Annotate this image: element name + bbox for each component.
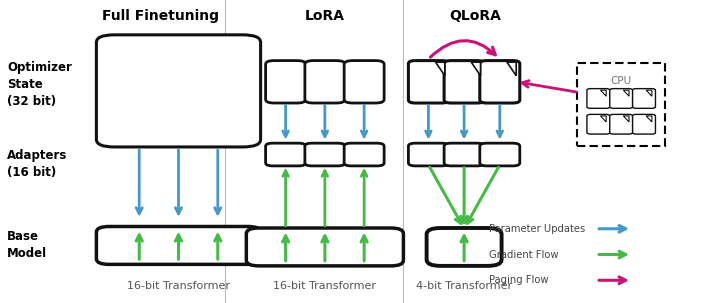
FancyBboxPatch shape [610, 114, 633, 134]
Polygon shape [600, 116, 606, 122]
Polygon shape [646, 116, 652, 122]
Text: 4-bit Transformer: 4-bit Transformer [416, 281, 512, 291]
Text: Adapters
(16 bit): Adapters (16 bit) [7, 148, 68, 179]
Text: (No Adapters): (No Adapters) [114, 36, 207, 49]
FancyBboxPatch shape [305, 143, 345, 166]
Polygon shape [646, 90, 652, 96]
FancyBboxPatch shape [587, 88, 610, 108]
Text: 16-bit Transformer: 16-bit Transformer [273, 281, 376, 291]
Polygon shape [471, 62, 481, 76]
FancyBboxPatch shape [408, 143, 448, 166]
Polygon shape [623, 116, 629, 122]
FancyBboxPatch shape [577, 63, 665, 146]
Polygon shape [623, 90, 629, 96]
FancyBboxPatch shape [246, 228, 403, 266]
FancyBboxPatch shape [633, 88, 655, 108]
Text: LoRA: LoRA [305, 9, 345, 23]
FancyBboxPatch shape [408, 61, 448, 103]
FancyBboxPatch shape [427, 228, 501, 266]
Text: 16-bit Transformer: 16-bit Transformer [127, 281, 230, 291]
FancyBboxPatch shape [96, 35, 261, 147]
FancyBboxPatch shape [633, 114, 655, 134]
FancyBboxPatch shape [305, 61, 345, 103]
FancyBboxPatch shape [266, 61, 306, 103]
Polygon shape [436, 62, 445, 76]
Text: Full Finetuning: Full Finetuning [102, 9, 219, 23]
Text: CPU: CPU [610, 76, 632, 86]
Text: QLoRA: QLoRA [449, 9, 501, 23]
FancyBboxPatch shape [587, 114, 610, 134]
FancyBboxPatch shape [266, 143, 306, 166]
Text: Paging Flow: Paging Flow [489, 275, 548, 285]
FancyBboxPatch shape [344, 61, 384, 103]
FancyBboxPatch shape [480, 143, 520, 166]
Text: Gradient Flow: Gradient Flow [489, 249, 558, 260]
Text: Optimizer
State
(32 bit): Optimizer State (32 bit) [7, 61, 72, 108]
Polygon shape [507, 62, 516, 76]
Text: Base
Model: Base Model [7, 230, 47, 261]
FancyBboxPatch shape [344, 143, 384, 166]
FancyBboxPatch shape [444, 143, 484, 166]
Polygon shape [600, 90, 606, 96]
FancyBboxPatch shape [610, 88, 633, 108]
FancyBboxPatch shape [480, 61, 520, 103]
FancyBboxPatch shape [444, 61, 484, 103]
FancyBboxPatch shape [96, 227, 261, 264]
Text: Parameter Updates: Parameter Updates [489, 224, 585, 234]
